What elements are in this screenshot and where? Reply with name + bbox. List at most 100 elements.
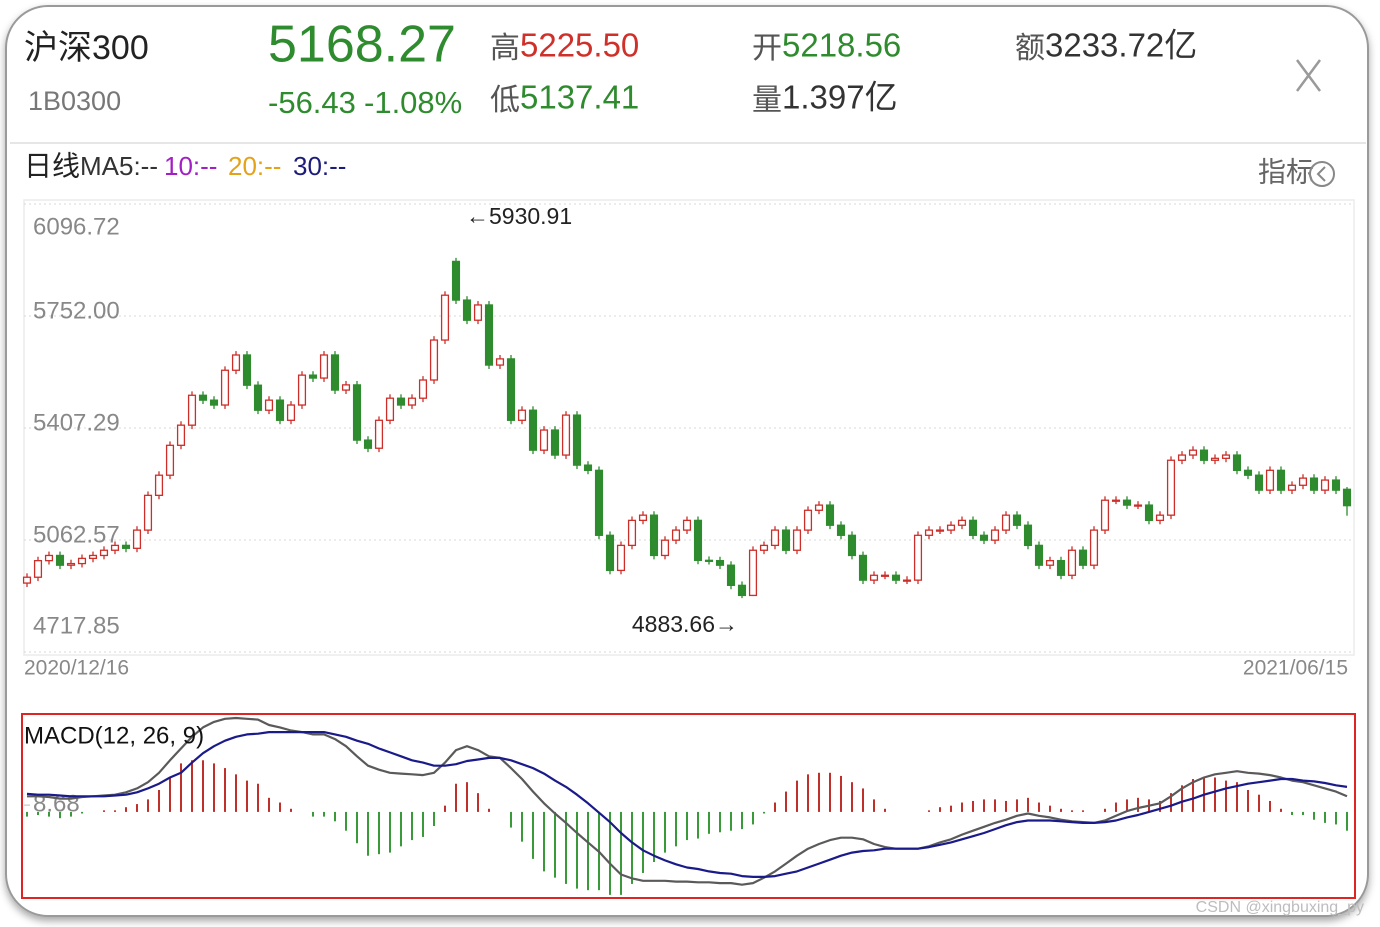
candle-body [649,514,659,557]
ma-legend: 30:-- [293,151,346,181]
last-price: 5168.27 [268,16,456,74]
candle-body [990,529,1000,541]
price-change: -56.43 [268,85,356,120]
candle-body [1144,504,1154,522]
candle-body [1188,449,1198,456]
candle-body [594,469,604,536]
candle-body [1298,477,1308,486]
candle-body [583,464,593,471]
indicator-icon-circle [1309,161,1335,187]
candle-body [814,504,824,511]
candle-body [792,529,802,551]
candle-body [330,354,340,391]
candle-body [187,394,197,426]
candle-body [1166,459,1176,516]
candle-body [99,549,109,557]
candle-body [638,514,648,522]
candle-body [616,544,626,572]
candle-body [319,354,329,379]
candle-body [693,519,703,561]
candle-body [517,409,527,421]
volume-label: 量 [752,84,782,117]
candle-body [242,354,252,386]
candle-body [132,529,142,549]
candle-body [1001,514,1011,531]
kline-chart: 6096.72 5752.00 5407.29 5062.57 4717.85 2020/… [22,203,1354,680]
macd-line [27,716,1348,886]
candle-body [902,579,912,582]
candle-body [363,439,373,449]
candle-body [1232,454,1242,471]
stock-code: 1B0300 [28,86,121,116]
candle-body [1111,499,1121,502]
candle-body [253,384,263,411]
candle-body [1100,499,1110,531]
macd-highlight-box [21,713,1356,899]
y-tick-label: 6096.72 [33,213,120,240]
candle-body [704,559,714,562]
candle-body [880,574,890,577]
candle-body [462,299,472,321]
close-button[interactable] [1286,52,1330,96]
price-change-percent: -1.08% [364,85,462,120]
candle-body [440,294,450,341]
candle-body [737,584,747,597]
candle-body [165,444,175,476]
candle-body [451,260,461,301]
candle-body [44,554,54,562]
candle-body [682,519,692,531]
candle-body [550,429,560,456]
candle-body [1078,549,1088,566]
candle-body [924,529,934,536]
candle-body [803,509,813,531]
period-tab[interactable]: 日线 [24,150,80,181]
candle-body [352,384,362,441]
candle-body [418,379,428,399]
macd-title: MACD(12, 26, 9) [24,722,204,749]
candle-body [77,557,87,565]
indicator-icon[interactable] [1309,161,1335,187]
candle-body [286,404,296,421]
candle-body [484,304,494,366]
min-annotation: 4883.66→ [632,611,738,637]
candle-body [1023,524,1033,547]
candle-body [220,369,230,406]
candle-body [1210,457,1220,461]
candle-body [968,519,978,536]
candle-body [869,574,879,581]
candle-body [1199,449,1209,461]
ma-legend: 20:-- [228,151,281,181]
candle-body [715,560,725,566]
candle-body [825,504,835,526]
candle-body [506,358,516,421]
candle-body [671,529,681,541]
candle-body [1056,560,1066,576]
candle-body [121,544,131,549]
candle-body [308,374,318,379]
candle-body [1133,504,1143,507]
candle-body [1309,477,1319,491]
candle-body [209,399,219,406]
candle-body [66,562,76,566]
candle-body [143,494,153,531]
candle-body [1265,469,1275,491]
x-tick-label: 2021/06/15 [1243,657,1348,680]
candle-body [473,304,483,321]
y-tick-label: 5752.00 [33,297,120,324]
candle-body [297,374,307,406]
candle-body [1287,484,1297,491]
candle-body [1155,514,1165,522]
card-frame [5,5,1369,917]
candle-body [979,534,989,541]
indicator-icon-chevron [1316,166,1326,182]
candle-body [495,358,505,366]
y-tick-label: 5062.57 [33,521,120,548]
stock-name: 沪深300 [24,29,149,67]
candle-body [572,414,582,466]
candle-body [396,397,406,406]
indicator-button[interactable]: 指标 [1258,156,1314,187]
candle-body [891,574,901,581]
x-tick-label: 2020/12/16 [24,657,129,680]
candle-body [1045,560,1055,566]
